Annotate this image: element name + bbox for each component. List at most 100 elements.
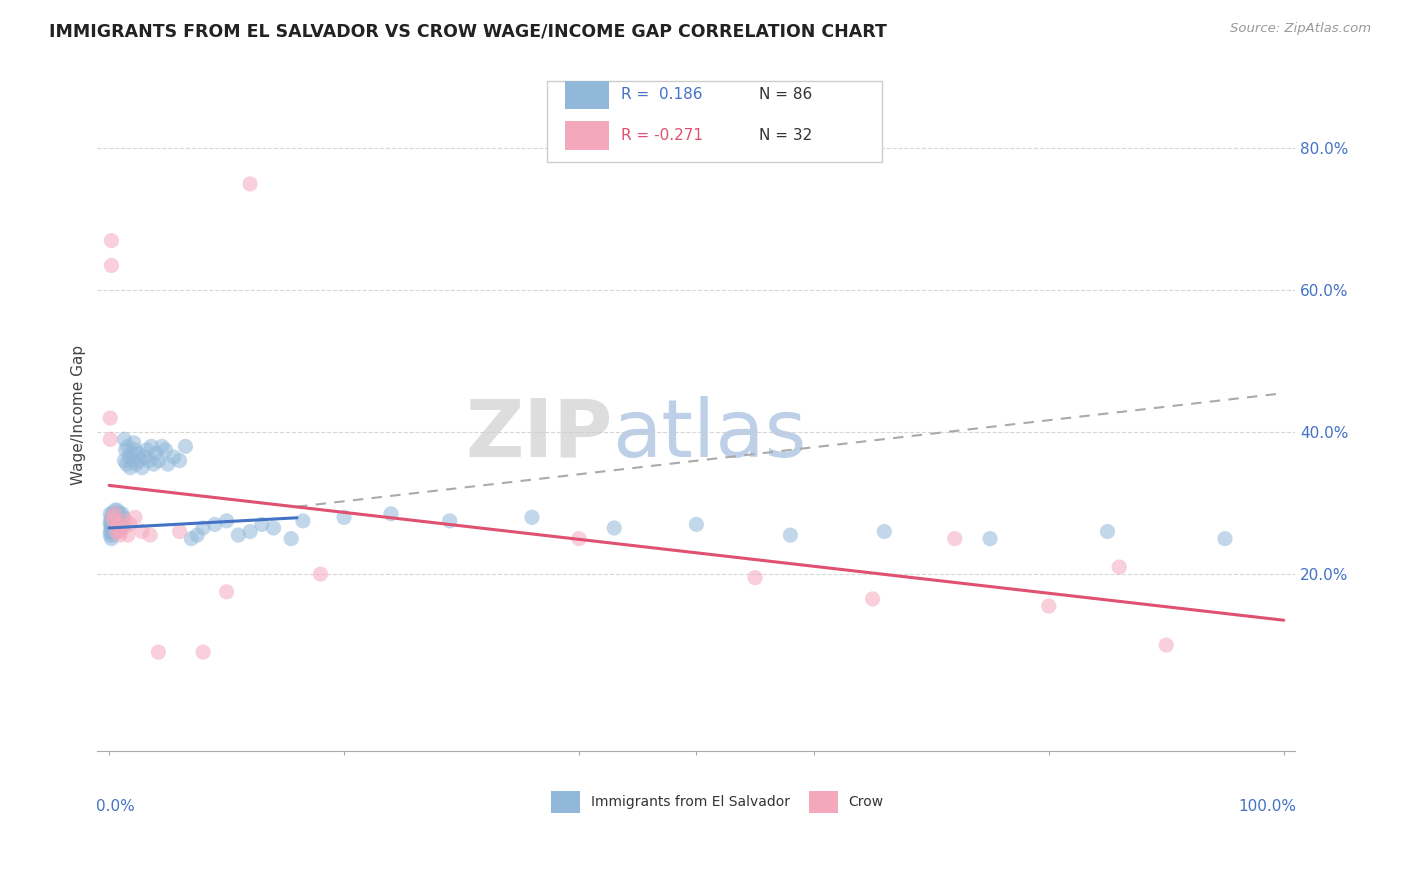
Point (156, 457, 179, 471)
Point (98, 524, 121, 539)
Point (110, 521, 132, 535)
FancyBboxPatch shape (565, 121, 609, 150)
FancyBboxPatch shape (565, 81, 609, 109)
Point (98, 517, 121, 532)
Point (309, 567, 332, 582)
Point (111, 517, 134, 532)
Point (100, 532, 122, 546)
Point (1038, 599, 1060, 613)
Point (104, 521, 127, 535)
Point (117, 439, 139, 453)
Point (100, 524, 122, 539)
Text: R = -0.271: R = -0.271 (621, 128, 703, 143)
FancyBboxPatch shape (808, 791, 838, 813)
Point (100, 259, 122, 273)
Point (873, 524, 896, 539)
Point (107, 517, 129, 532)
Point (107, 510, 129, 524)
Point (333, 510, 356, 524)
Point (191, 645, 214, 659)
Point (135, 442, 157, 457)
Point (1097, 524, 1119, 539)
Point (169, 453, 191, 467)
Point (380, 507, 402, 521)
Point (250, 517, 273, 532)
Point (979, 532, 1001, 546)
Point (103, 524, 125, 539)
Point (1108, 560, 1130, 574)
Point (779, 528, 801, 542)
Point (105, 510, 128, 524)
Point (103, 517, 125, 532)
Point (105, 514, 128, 528)
FancyBboxPatch shape (547, 81, 882, 161)
Point (124, 510, 146, 524)
Point (114, 514, 136, 528)
Text: 100.0%: 100.0% (1239, 798, 1296, 814)
Point (128, 453, 150, 467)
Text: 0.0%: 0.0% (96, 798, 135, 814)
Point (108, 528, 131, 542)
Point (150, 439, 173, 453)
Point (100, 521, 122, 535)
Point (744, 571, 766, 585)
FancyBboxPatch shape (551, 791, 581, 813)
Point (280, 532, 302, 546)
Point (112, 521, 135, 535)
Point (103, 510, 125, 524)
Text: ZIP: ZIP (465, 396, 613, 474)
Point (105, 503, 128, 517)
Point (862, 591, 884, 606)
Point (603, 521, 626, 535)
Point (439, 514, 461, 528)
Point (139, 528, 162, 542)
Point (108, 521, 131, 535)
Point (568, 532, 591, 546)
Text: R =  0.186: R = 0.186 (621, 87, 703, 103)
Point (117, 528, 139, 542)
Point (101, 510, 124, 524)
Text: Immigrants from El Salvador: Immigrants from El Salvador (591, 795, 790, 809)
Text: IMMIGRANTS FROM EL SALVADOR VS CROW WAGE/INCOME GAP CORRELATION CHART: IMMIGRANTS FROM EL SALVADOR VS CROW WAGE… (49, 22, 887, 40)
Point (120, 446, 142, 460)
Point (105, 521, 128, 535)
Point (226, 528, 249, 542)
Point (174, 439, 197, 453)
Point (131, 460, 153, 475)
Point (112, 510, 135, 524)
Point (142, 457, 165, 471)
Point (118, 450, 141, 464)
Text: N = 32: N = 32 (759, 128, 811, 143)
Point (145, 446, 167, 460)
Point (215, 584, 238, 599)
Point (263, 521, 285, 535)
Point (98, 528, 121, 542)
Point (239, 524, 262, 539)
Text: Source: ZipAtlas.com: Source: ZipAtlas.com (1230, 22, 1371, 36)
Point (100, 510, 122, 524)
Point (105, 521, 128, 535)
Point (101, 514, 124, 528)
Point (215, 514, 238, 528)
Point (112, 432, 135, 446)
Point (101, 528, 124, 542)
Point (239, 177, 262, 191)
Point (1154, 638, 1177, 652)
Y-axis label: Wage/Income Gap: Wage/Income Gap (72, 344, 86, 484)
Point (104, 503, 127, 517)
Point (114, 442, 136, 457)
Point (105, 517, 128, 532)
Point (98, 432, 121, 446)
Point (107, 517, 129, 532)
Point (120, 517, 142, 532)
Point (131, 524, 153, 539)
Point (115, 457, 138, 471)
Point (685, 517, 707, 532)
Point (110, 514, 132, 528)
Point (111, 507, 134, 521)
Point (108, 507, 131, 521)
Point (104, 514, 127, 528)
Point (134, 450, 156, 464)
Point (110, 524, 132, 539)
Point (204, 517, 226, 532)
